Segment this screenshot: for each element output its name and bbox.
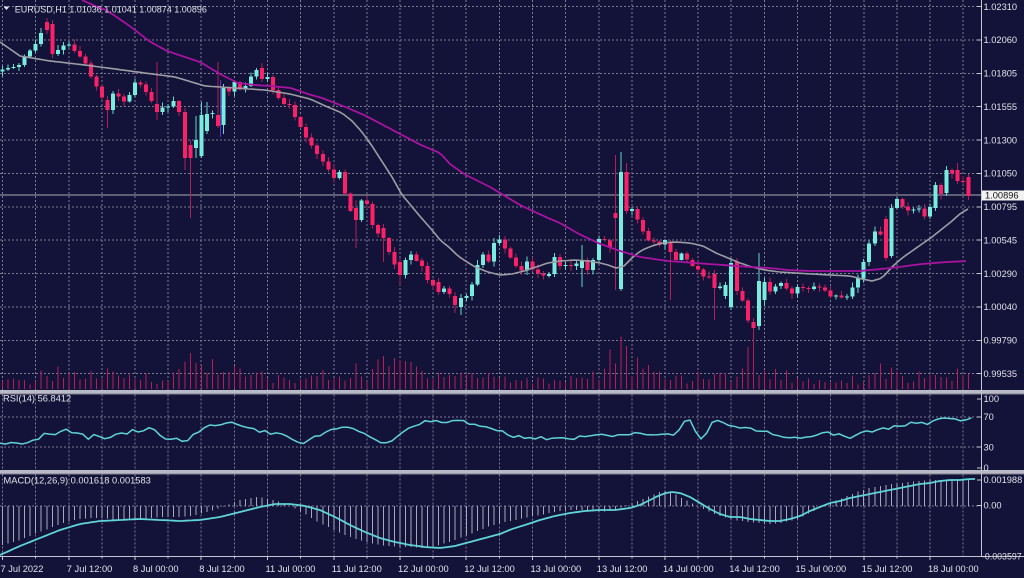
- svg-text:1.02060: 1.02060: [984, 35, 1018, 45]
- svg-text:30: 30: [984, 442, 994, 452]
- svg-text:1.00545: 1.00545: [984, 235, 1018, 245]
- svg-text:70: 70: [984, 412, 994, 422]
- svg-text:1.01050: 1.01050: [984, 169, 1018, 179]
- svg-text:14 Jul 00:00: 14 Jul 00:00: [663, 564, 714, 574]
- svg-text:1.00040: 1.00040: [984, 302, 1018, 312]
- svg-text:7 Jul 2022: 7 Jul 2022: [1, 564, 44, 574]
- svg-text:0.00: 0.00: [984, 501, 1002, 511]
- svg-text:0: 0: [984, 463, 989, 473]
- svg-text:8 Jul 12:00: 8 Jul 12:00: [199, 564, 245, 574]
- svg-text:11 Jul 12:00: 11 Jul 12:00: [332, 564, 382, 574]
- svg-text:7 Jul 12:00: 7 Jul 12:00: [67, 564, 113, 574]
- svg-text:11 Jul 00:00: 11 Jul 00:00: [266, 564, 316, 574]
- svg-text:1.02310: 1.02310: [984, 2, 1018, 12]
- svg-text:8 Jul 00:00: 8 Jul 00:00: [133, 564, 179, 574]
- svg-text:-0.003597: -0.003597: [982, 552, 1022, 562]
- svg-text:15 Jul 12:00: 15 Jul 12:00: [862, 564, 913, 574]
- svg-text:1.00896: 1.00896: [985, 191, 1019, 201]
- svg-text:13 Jul 12:00: 13 Jul 12:00: [597, 564, 648, 574]
- svg-text:1.00290: 1.00290: [984, 269, 1018, 279]
- svg-text:15 Jul 00:00: 15 Jul 00:00: [796, 564, 847, 574]
- svg-text:EURUSD,H1 1.01036 1.01041 1.0: EURUSD,H1 1.01036 1.01041 1.00874 1.0089…: [15, 4, 207, 14]
- svg-text:100: 100: [984, 394, 1000, 404]
- svg-text:1.01555: 1.01555: [984, 102, 1018, 112]
- svg-text:0.99535: 0.99535: [984, 369, 1018, 379]
- svg-text:13 Jul 00:00: 13 Jul 00:00: [531, 564, 582, 574]
- svg-text:12 Jul 12:00: 12 Jul 12:00: [464, 564, 515, 574]
- svg-text:RSI(14) 56.8412: RSI(14) 56.8412: [3, 394, 71, 404]
- svg-text:0.001988: 0.001988: [984, 475, 1023, 485]
- svg-text:0.99790: 0.99790: [984, 336, 1018, 346]
- svg-text:1.01300: 1.01300: [984, 135, 1018, 145]
- svg-text:18 Jul 00:00: 18 Jul 00:00: [928, 564, 979, 574]
- svg-text:1.01805: 1.01805: [984, 69, 1018, 79]
- svg-text:1.00795: 1.00795: [984, 202, 1018, 212]
- svg-text:MACD(12,26,9) 0.001618 0.00158: MACD(12,26,9) 0.001618 0.001583: [4, 476, 151, 486]
- svg-text:12 Jul 00:00: 12 Jul 00:00: [398, 564, 449, 574]
- svg-text:14 Jul 12:00: 14 Jul 12:00: [729, 564, 780, 574]
